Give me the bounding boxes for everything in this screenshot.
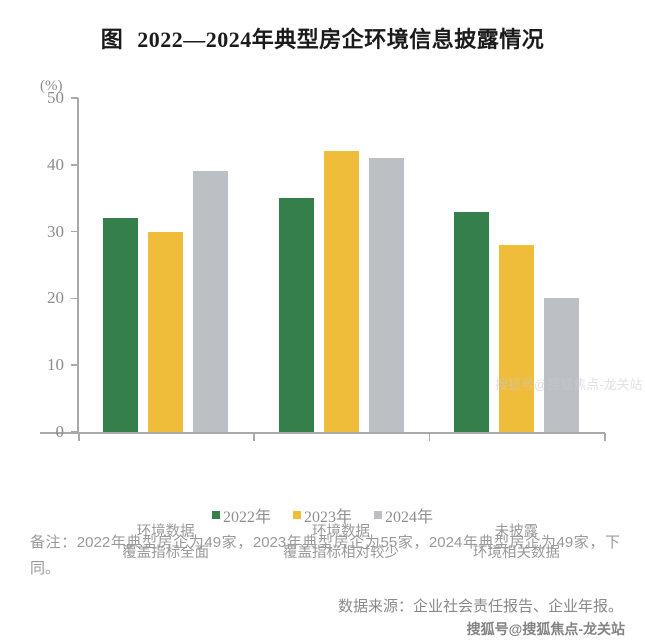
legend-item-2024年[interactable]: 2024年 [374, 503, 433, 527]
data-source-note: 数据来源：企业社会责任报告、企业年报。 [337, 598, 623, 615]
legend-label: 2024年 [385, 509, 434, 526]
bar-series-layer [0, 78, 645, 432]
bar-2024年-未披露环境相关数据 [543, 298, 579, 432]
category-label-line: 未披露 [494, 524, 539, 540]
y-axis-line [77, 98, 79, 433]
bar-2024年-环境数据覆盖指标全面 [193, 171, 229, 432]
category-label-line: 环境数据 [136, 524, 195, 540]
category-label-line: 覆盖指标全面 [122, 545, 210, 561]
category-label-line: 环境相关数据 [472, 545, 560, 561]
legend-swatch-icon [211, 511, 220, 519]
y-axis-tick [71, 297, 78, 300]
x-axis-category-labels: 环境数据 覆盖指标全面 环境数据 覆盖指标相对较少 未披露 环境相关数据 [0, 522, 645, 572]
chart-plot-area: (%) 0 10 20 30 40 50 环境数据 覆盖指标全面 环境数据 覆盖指标相对较少 未披… [0, 78, 645, 561]
y-axis-tick-label: 10 [47, 355, 64, 375]
y-axis-tick [71, 97, 78, 99]
bar-2022年-未披露环境相关数据 [453, 211, 489, 432]
bar-2023年-环境数据覆盖指标相对较少 [323, 151, 359, 432]
y-axis-tick [71, 230, 78, 233]
category-label-line: 环境数据 [312, 524, 370, 540]
legend-swatch-icon [292, 511, 301, 519]
y-axis-tick-label: 50 [47, 88, 64, 107]
category-label: 环境数据覆盖指标相对较少 [231, 522, 451, 564]
y-axis-tick-label: 0 [55, 422, 65, 441]
category-label: 环境数据覆盖指标全面 [56, 522, 276, 564]
bar-2022年-环境数据覆盖指标全面 [103, 218, 139, 432]
x-axis-tick [78, 433, 80, 441]
y-axis-tick [71, 431, 78, 433]
legend-item-2022年[interactable]: 2022年 [211, 503, 271, 527]
bar-2022年-环境数据覆盖指标相对较少 [278, 198, 314, 432]
bottom-watermark: 搜狐号@搜狐焦点-龙关站 [466, 621, 625, 637]
y-axis-tick-label: 40 [47, 154, 64, 174]
bar-2023年-环境数据覆盖指标全面 [148, 231, 184, 432]
y-axis-tick [71, 364, 78, 366]
remark-note: 备注：2022年典型房企为49家，2023年典型房企为55家，2024年典型房企… [30, 534, 620, 577]
legend-label: 2022年 [222, 509, 271, 526]
legend-label: 2023年 [303, 509, 352, 526]
page-title: 图 2022—2024年典型房企环境信息披露情况 [0, 22, 645, 54]
chart-legend: 2022年 2023年 2024年 [0, 503, 645, 527]
x-axis-line [40, 432, 605, 434]
legend-item-2023年[interactable]: 2023年 [292, 503, 352, 527]
category-label-line: 覆盖指标相对较少 [283, 545, 399, 561]
y-axis-tick-label: 30 [47, 221, 64, 241]
bar-2024年-环境数据覆盖指标相对较少 [368, 158, 404, 432]
x-axis-tick [253, 433, 255, 441]
legend-swatch-icon [374, 511, 382, 519]
title-text: 2022—2024年典型房企环境信息披露情况 [137, 27, 545, 52]
y-axis-unit-label: (%) [40, 78, 63, 94]
title-prefix: 图 [100, 27, 124, 52]
x-axis-tick [604, 433, 606, 441]
y-axis-tick-label: 20 [47, 288, 64, 308]
category-label: 未披露 环境相关数据 [406, 522, 626, 564]
x-axis-tick [428, 433, 431, 441]
y-axis-tick [71, 164, 78, 166]
bar-2023年-未披露环境相关数据 [498, 244, 534, 432]
